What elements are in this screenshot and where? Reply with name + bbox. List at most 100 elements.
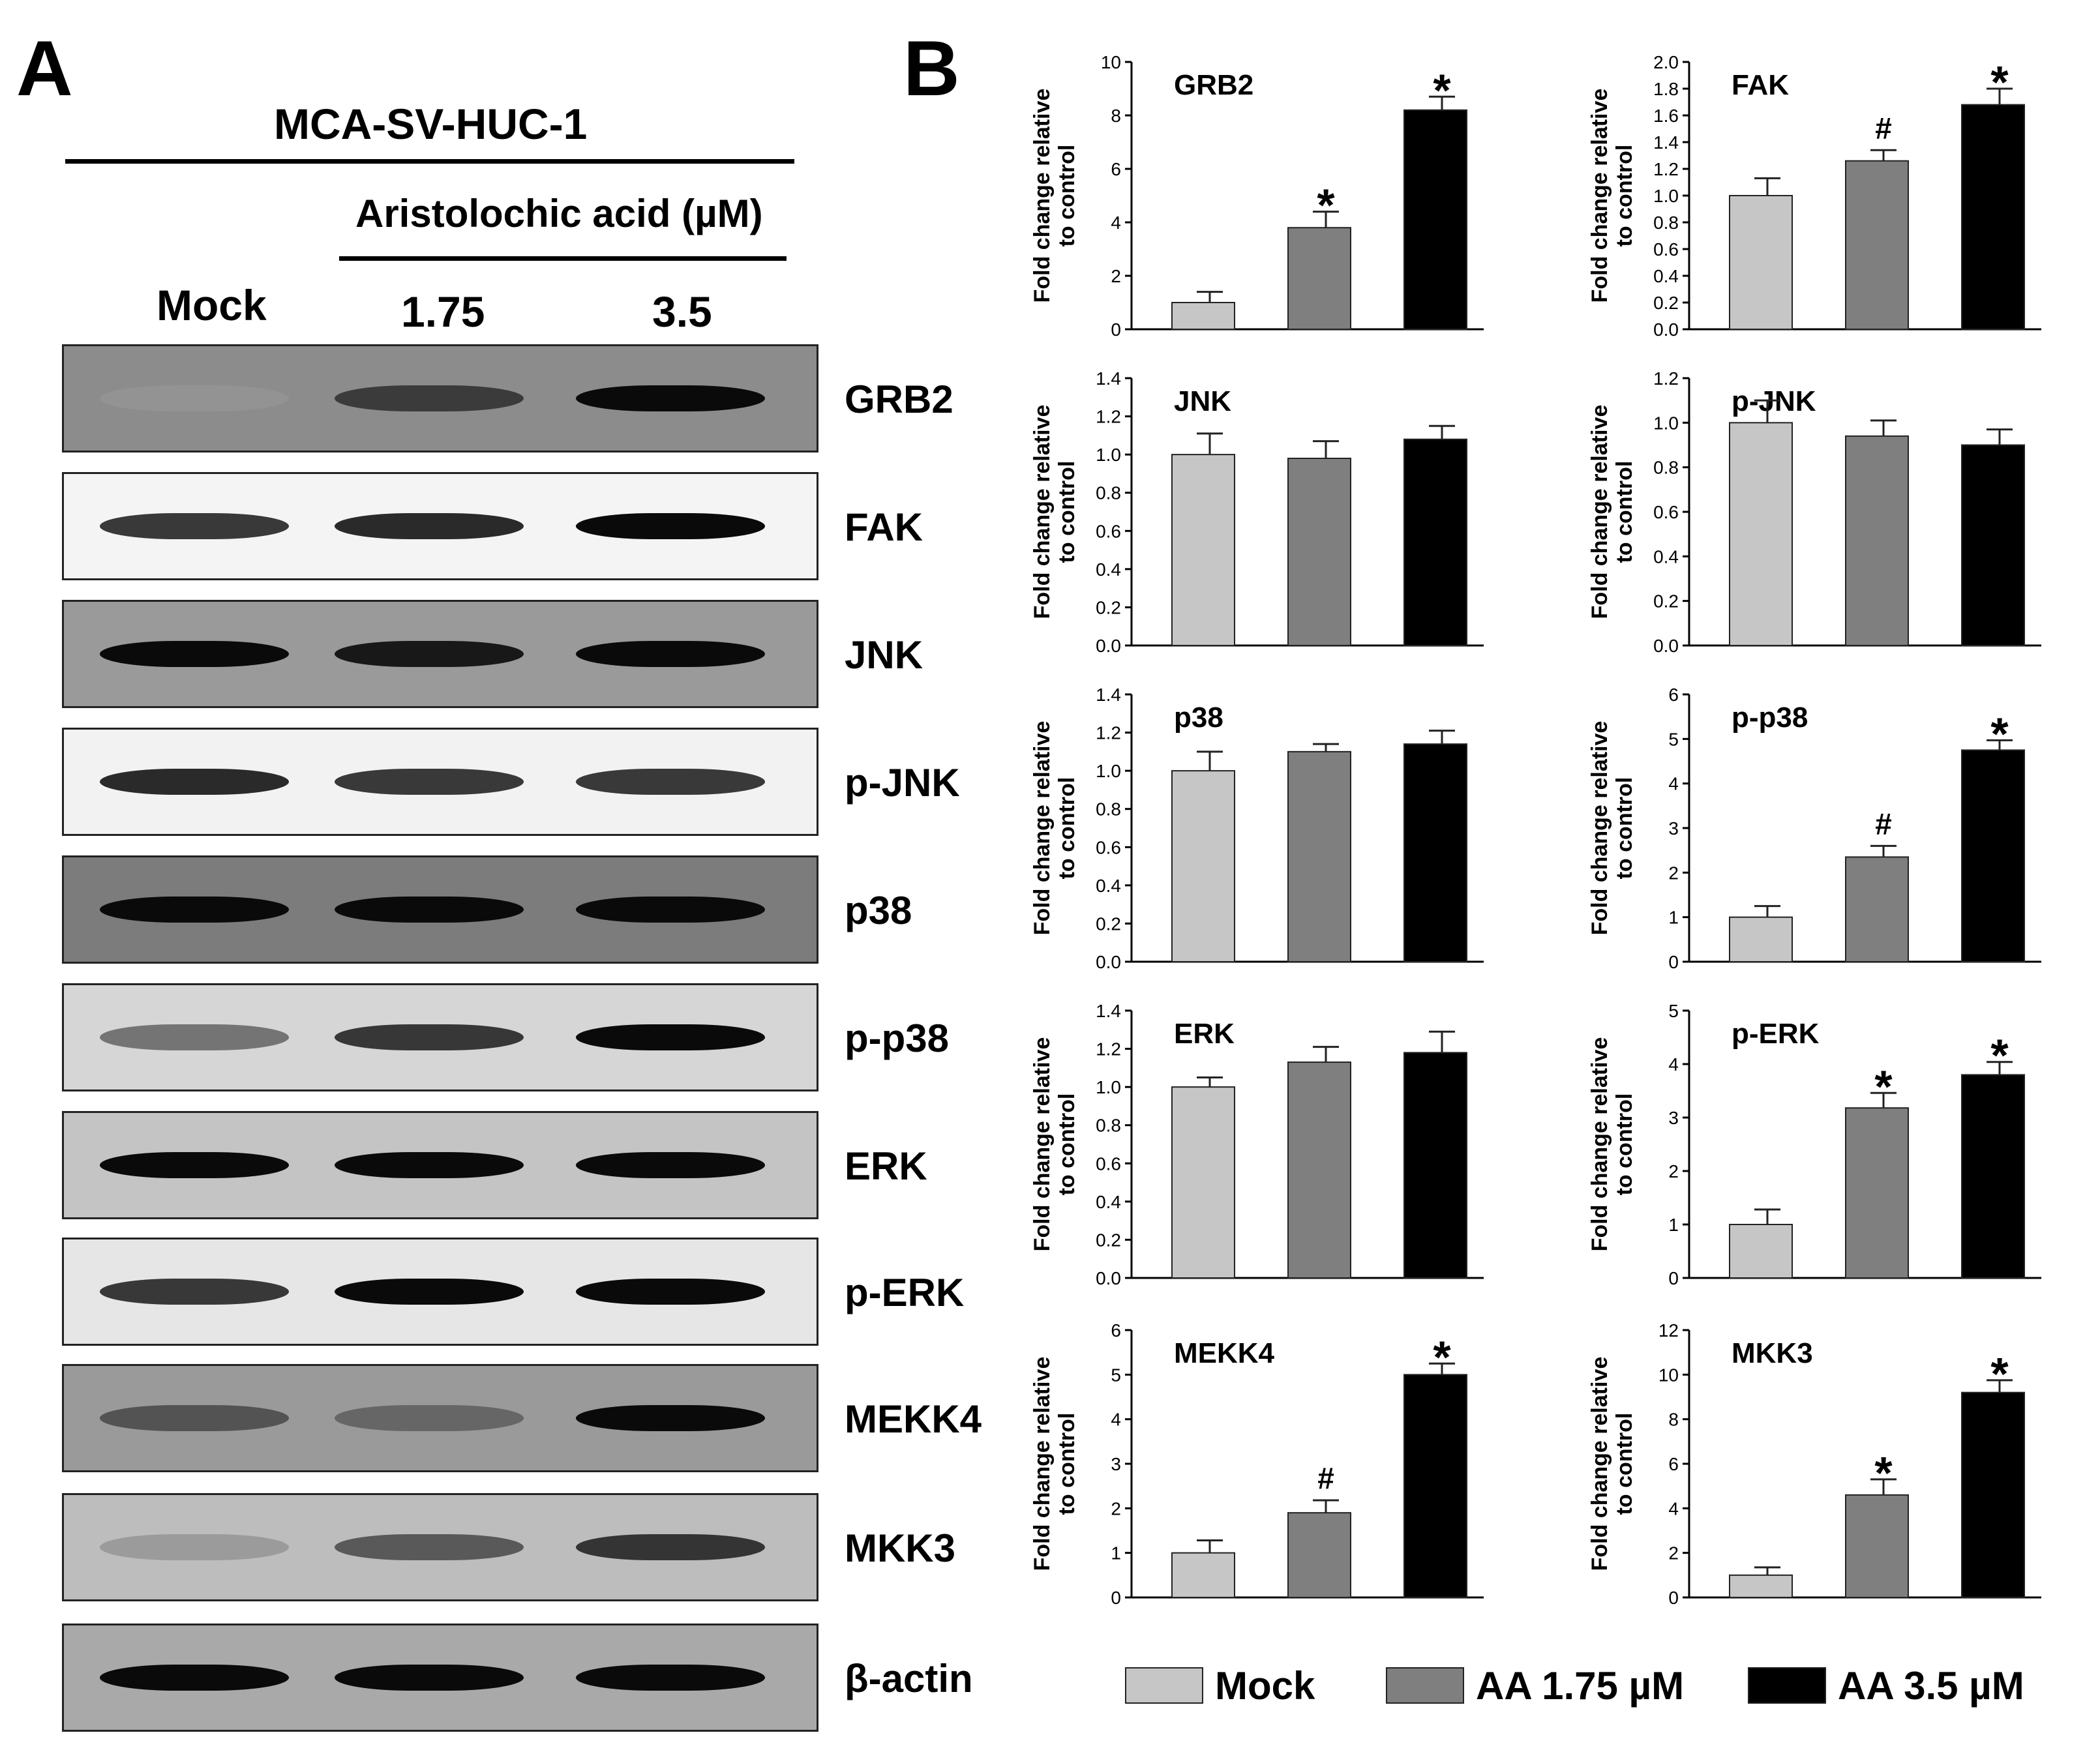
blot-band xyxy=(100,385,289,411)
y-tick-label: 0.8 xyxy=(1096,1116,1121,1136)
y-axis-label: Fold change relativeto control xyxy=(1030,1357,1079,1571)
lane-label-1-75: 1.75 xyxy=(401,288,485,336)
y-tick-label: 1.4 xyxy=(1096,1001,1121,1021)
blot-band xyxy=(576,641,765,667)
significance-mark: # xyxy=(1317,1461,1334,1495)
legend-item-aa-3-5: AA 3.5 µM xyxy=(1748,1663,2024,1708)
blot-strip-4 xyxy=(62,855,818,964)
chart-title: FAK xyxy=(1732,69,1789,101)
y-tick-label: 0.2 xyxy=(1096,597,1121,617)
y-tick-label: 0.0 xyxy=(1653,319,1679,340)
bar xyxy=(1171,454,1235,647)
y-axis-label: Fold change relativeto control xyxy=(1587,89,1637,303)
bar xyxy=(1403,109,1467,331)
y-tick-label: 6 xyxy=(1668,685,1679,705)
y-tick-label: 1.4 xyxy=(1653,132,1679,153)
y-tick-label: 2 xyxy=(1668,1543,1679,1564)
bar xyxy=(1287,458,1351,646)
y-tick-label: 0 xyxy=(1111,319,1121,340)
blot-protein-label: JNK xyxy=(845,633,923,677)
y-tick-label: 1.2 xyxy=(1096,723,1121,743)
chart-title: GRB2 xyxy=(1174,69,1253,101)
bar xyxy=(1845,160,1909,330)
significance-mark: * xyxy=(1990,1030,2009,1081)
y-tick-label: 1 xyxy=(1111,1543,1121,1564)
blot-protein-label: GRB2 xyxy=(845,378,953,421)
y-tick-label: 1.0 xyxy=(1096,761,1121,781)
y-tick-label: 1.2 xyxy=(1096,1039,1121,1060)
y-tick-label: 4 xyxy=(1668,1054,1679,1075)
bar xyxy=(1961,1074,2025,1279)
y-tick-label: 2 xyxy=(1111,266,1121,286)
blot-band xyxy=(100,641,289,667)
significance-mark: * xyxy=(1990,1348,2009,1399)
y-tick-label: 0 xyxy=(1668,1588,1679,1608)
blot-band xyxy=(100,897,289,923)
blot-strip-8 xyxy=(62,1364,818,1472)
y-axis-label: Fold change relativeto control xyxy=(1030,405,1079,619)
y-tick-label: 6 xyxy=(1668,1454,1679,1474)
significance-mark: # xyxy=(1875,807,1892,840)
y-tick-label: 3 xyxy=(1111,1454,1121,1474)
blot-strip-7 xyxy=(62,1238,818,1346)
blot-band xyxy=(335,385,524,411)
significance-mark: * xyxy=(1874,1061,1893,1112)
blot-band xyxy=(100,1152,289,1178)
y-tick-label: 1.2 xyxy=(1653,159,1679,179)
blot-protein-label: FAK xyxy=(845,505,923,549)
panel-a-letter: A xyxy=(16,25,73,112)
blot-strip-1 xyxy=(62,472,818,580)
y-tick-label: 0.2 xyxy=(1096,1230,1121,1250)
bar xyxy=(1287,1512,1351,1599)
y-tick-label: 8 xyxy=(1111,106,1121,126)
blot-band xyxy=(100,769,289,795)
y-tick-label: 0.8 xyxy=(1653,458,1679,478)
y-tick-label: 1.8 xyxy=(1653,79,1679,99)
y-tick-label: 0.6 xyxy=(1096,521,1121,541)
y-tick-label: 1.6 xyxy=(1653,106,1679,126)
y-tick-label: 0.4 xyxy=(1096,876,1121,896)
significance-mark: * xyxy=(1317,180,1335,231)
bar xyxy=(1729,422,1793,646)
chart-title: p38 xyxy=(1174,702,1223,734)
blot-protein-label: β-actin xyxy=(845,1657,973,1700)
y-axis-label: Fold change relativeto control xyxy=(1587,721,1637,936)
y-tick-label: 0 xyxy=(1668,1268,1679,1288)
y-tick-label: 4 xyxy=(1668,1498,1679,1519)
y-tick-label: 0 xyxy=(1111,1588,1121,1608)
legend-label-aa-3-5: AA 3.5 µM xyxy=(1838,1663,2024,1708)
bar xyxy=(1845,435,1909,646)
bar xyxy=(1961,104,2025,330)
blot-strip-2 xyxy=(62,600,818,708)
blot-band xyxy=(335,1665,524,1691)
y-tick-label: 0.0 xyxy=(1096,1268,1121,1288)
y-tick-label: 12 xyxy=(1658,1320,1679,1341)
blot-band xyxy=(100,1405,289,1431)
blot-band xyxy=(335,1279,524,1305)
significance-mark: # xyxy=(1875,111,1892,145)
y-tick-label: 1.0 xyxy=(1653,413,1679,433)
bar xyxy=(1403,743,1467,962)
bar xyxy=(1729,195,1793,330)
bar xyxy=(1403,1374,1467,1598)
y-tick-label: 3 xyxy=(1668,818,1679,838)
blot-band xyxy=(335,769,524,795)
significance-mark: * xyxy=(1990,57,2009,108)
blot-band xyxy=(335,1405,524,1431)
blot-band xyxy=(576,513,765,539)
blot-band xyxy=(576,1152,765,1178)
y-tick-label: 0.4 xyxy=(1653,546,1679,567)
y-tick-label: 1.2 xyxy=(1096,407,1121,427)
y-tick-label: 1 xyxy=(1668,1215,1679,1235)
panel-b-letter: B xyxy=(903,25,960,112)
blot-band xyxy=(576,897,765,923)
chart-title: MKK3 xyxy=(1732,1337,1813,1369)
y-tick-label: 10 xyxy=(1101,52,1121,72)
y-tick-label: 0.0 xyxy=(1653,636,1679,656)
bar xyxy=(1845,856,1909,962)
y-tick-label: 8 xyxy=(1668,1410,1679,1430)
significance-mark: * xyxy=(1990,708,2009,759)
y-axis-label: Fold change relativeto control xyxy=(1030,89,1079,303)
legend-item-mock: Mock xyxy=(1125,1664,1315,1708)
